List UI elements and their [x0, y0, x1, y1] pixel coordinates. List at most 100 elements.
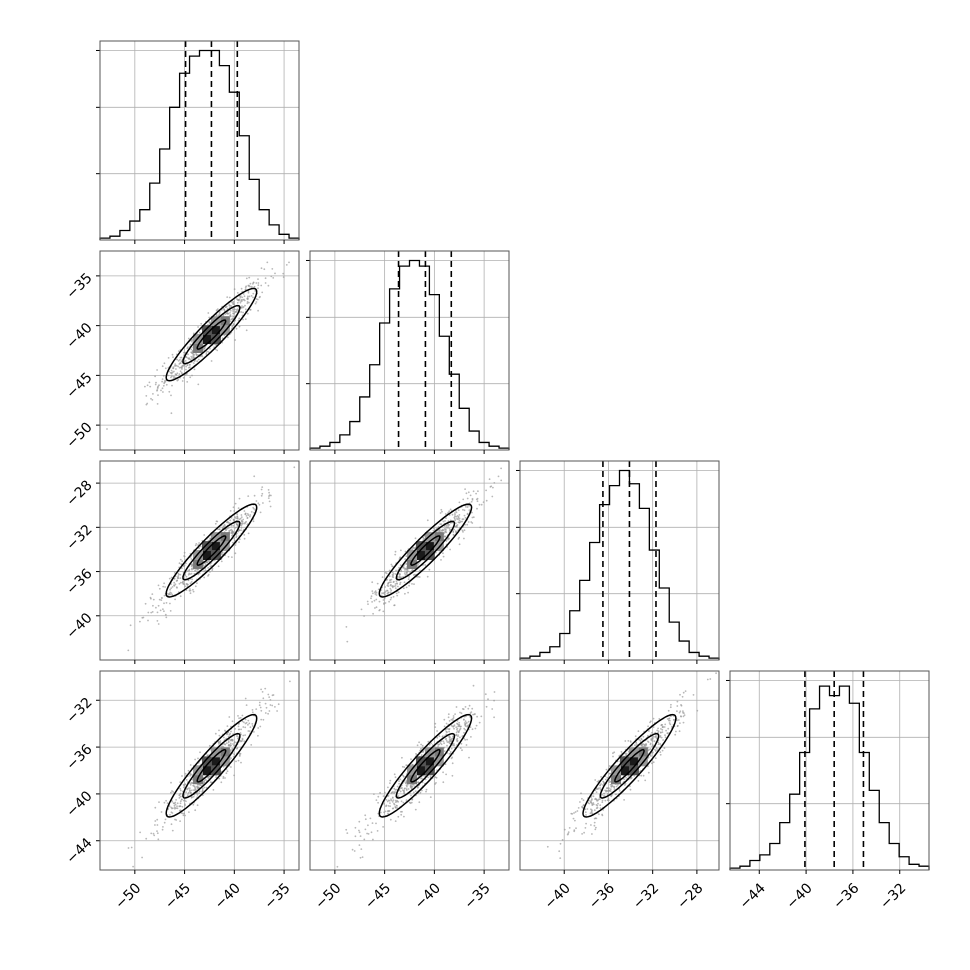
panel-frame [519, 460, 720, 661]
contour-2 [582, 713, 677, 818]
y-tick-label: −50 [63, 419, 95, 451]
x-tick-label: −32 [877, 880, 909, 912]
scatter-points-3-1 [336, 684, 496, 868]
panel-frame [99, 250, 300, 451]
contour-2 [165, 287, 258, 382]
density-cell [210, 532, 221, 543]
density-cell [210, 334, 221, 345]
scatter-points-1-0 [106, 261, 290, 430]
density-cell [611, 774, 621, 785]
scatter-points-2-0 [127, 466, 296, 652]
density-cell [433, 532, 444, 543]
density-cell [415, 541, 426, 552]
density-cell [424, 756, 435, 767]
x-tick-label: −45 [362, 880, 394, 912]
density-cell [628, 765, 639, 776]
density-cell [424, 747, 435, 758]
density-cell [193, 559, 203, 569]
density-cell [210, 325, 221, 336]
x-tick-label: −32 [630, 880, 662, 912]
contour-2 [378, 503, 473, 598]
density-cell [611, 765, 621, 776]
contour-1 [395, 732, 456, 799]
x-tick-label: −40 [412, 880, 444, 912]
y-tick-label: −32 [63, 522, 95, 554]
density-cell [201, 756, 212, 767]
contour-2 [165, 713, 258, 818]
density-cell [201, 550, 212, 561]
y-tick-label: −40 [63, 610, 95, 642]
density-cell [210, 316, 221, 327]
y-tick-label: −40 [63, 788, 95, 820]
panel-frame [99, 670, 300, 871]
density-cell [415, 550, 426, 561]
density-cell [201, 541, 212, 552]
histogram-1 [309, 259, 510, 450]
y-tick-label: −28 [63, 477, 95, 509]
contour-1 [182, 732, 241, 799]
contour-0 [614, 748, 645, 783]
x-tick-label: −50 [312, 880, 344, 912]
scatter-points-3-2 [546, 672, 717, 859]
panel-frame [309, 670, 510, 871]
density-cell [415, 765, 426, 776]
density-cell [201, 334, 212, 345]
x-tick-label: −44 [737, 880, 769, 912]
density-cell [407, 550, 417, 561]
density-cell [424, 765, 435, 776]
density-cell [424, 532, 435, 543]
density-cell [210, 747, 221, 758]
panel-frame [309, 250, 510, 451]
y-tick-label: −44 [63, 835, 95, 867]
panel-1-0: −50 −45 −40 −35 [63, 250, 300, 454]
density-cell [210, 550, 221, 561]
x-tick-label: −40 [542, 880, 574, 912]
contour-0 [196, 535, 227, 566]
density-cell [628, 756, 639, 767]
contour-0 [196, 748, 227, 783]
histogram-2 [519, 469, 720, 660]
x-tick-label: −40 [212, 880, 244, 912]
contour-1 [182, 520, 241, 581]
density-cell [415, 756, 426, 767]
contour-0 [410, 748, 441, 783]
panel-0-0 [96, 40, 300, 244]
panel-frame [99, 460, 300, 661]
panel-frame [729, 670, 930, 871]
contour-1 [599, 732, 660, 799]
panel-2-2 [516, 460, 720, 664]
y-tick-label: −35 [63, 270, 95, 302]
panel-3-0: −44 −40 −36 −32 −50 −45 −40 −35 [63, 670, 300, 913]
x-tick-label: −35 [462, 880, 494, 912]
y-tick-label: −36 [63, 566, 95, 598]
density-cell [193, 550, 203, 561]
panel-2-0: −40 −36 −32 −28 [63, 460, 300, 664]
y-tick-label: −45 [63, 370, 95, 402]
density-cell [637, 756, 648, 767]
x-tick-label: −45 [162, 880, 194, 912]
panel-3-2: −40 −36 −32 −28 [519, 670, 720, 913]
contour-2 [165, 503, 258, 598]
contour-1 [182, 304, 241, 365]
x-tick-label: −50 [112, 880, 144, 912]
density-cell [219, 316, 230, 327]
contour-0 [196, 319, 227, 350]
density-cell [619, 765, 630, 776]
x-tick-label: −40 [783, 880, 815, 912]
density-cell [424, 541, 435, 552]
density-cell [201, 765, 212, 776]
density-cell [433, 541, 444, 552]
panel-3-3: −44 −40 −36 −32 [726, 670, 930, 913]
density-cell [219, 532, 230, 543]
histogram-3 [729, 685, 930, 870]
density-cell [407, 559, 417, 569]
panel-frame [99, 40, 300, 241]
y-tick-label: −32 [63, 695, 95, 727]
x-tick-label: −36 [586, 880, 618, 912]
panel-frame [519, 670, 720, 871]
panel-2-1 [309, 460, 510, 664]
density-cell [424, 550, 435, 561]
panel-frame [309, 460, 510, 661]
panel-3-1: −50 −45 −40 −35 [309, 670, 510, 913]
